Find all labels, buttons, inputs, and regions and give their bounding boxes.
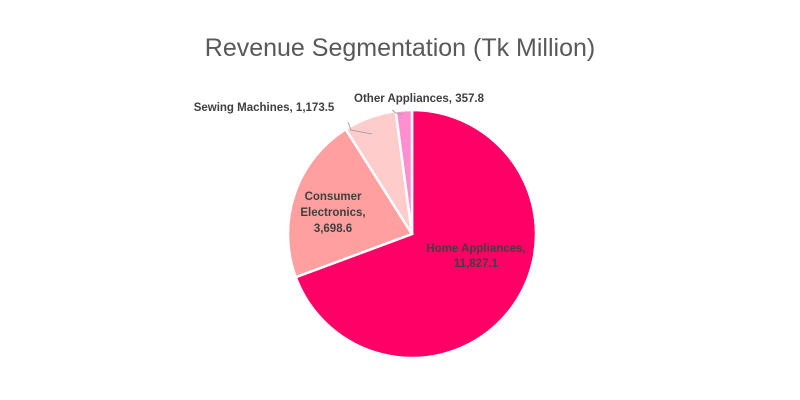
chart-title: Revenue Segmentation (Tk Million) — [204, 34, 596, 62]
leader-line-other-appliances — [391, 109, 404, 116]
data-label-sewing-machines: Sewing Machines, 1,173.5 — [194, 102, 335, 114]
data-label-consumer-electronics: Consumer Electronics, 3,698.6 — [300, 191, 365, 235]
pie-slice-other-appliances — [394, 108, 414, 235]
data-label-other-appliances: Other Appliances, 357.8 — [354, 93, 485, 105]
leader-line-sewing-machines — [347, 121, 373, 135]
pie-slice-home-appliances — [294, 108, 538, 360]
pie-slice-consumer-electronics — [286, 127, 414, 279]
data-label-home-appliances: Home Appliances, 11,827.1 — [426, 243, 525, 270]
